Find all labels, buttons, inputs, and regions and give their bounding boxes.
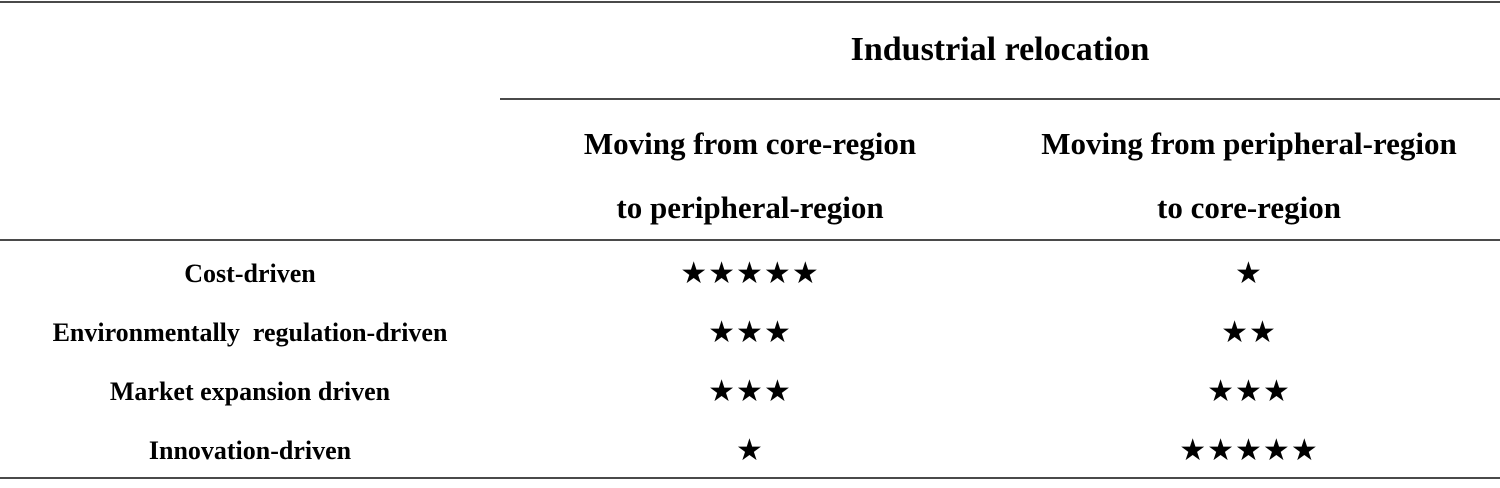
bottom-rule (0, 477, 1500, 479)
column-header-line: to core-region (1157, 190, 1341, 225)
header-rule (0, 239, 1500, 241)
group-header-rule (500, 98, 1500, 100)
row-label-cost-driven: Cost-driven (184, 259, 316, 288)
column-header-core-to-peripheral: Moving from core-region to peripheral-re… (500, 112, 1000, 240)
column-header-line: to peripheral-region (616, 190, 884, 225)
row-label-environmental-regulation-driven: Environmentally regulation-driven (52, 318, 448, 347)
star-rating: ★★★★★ (680, 256, 820, 291)
star-rating: ★★ (1221, 315, 1277, 350)
star-rating: ★★★ (708, 315, 792, 350)
column-header-line: Moving from core-region (583, 126, 917, 161)
column-header-line: Moving from peripheral-region (1041, 126, 1457, 161)
star-rating: ★★★ (1207, 374, 1291, 409)
top-rule (0, 1, 1500, 3)
group-header-industrial-relocation: Industrial relocation (850, 31, 1150, 68)
star-rating: ★★★ (708, 374, 792, 409)
star-rating: ★ (736, 433, 764, 468)
row-label-innovation-driven: Innovation-driven (148, 436, 352, 465)
star-rating: ★★★★★ (1179, 433, 1319, 468)
star-rating: ★ (1235, 256, 1263, 291)
row-label-market-expansion-driven: Market expansion driven (109, 377, 391, 406)
column-header-peripheral-to-core: Moving from peripheral-region to core-re… (998, 112, 1500, 240)
